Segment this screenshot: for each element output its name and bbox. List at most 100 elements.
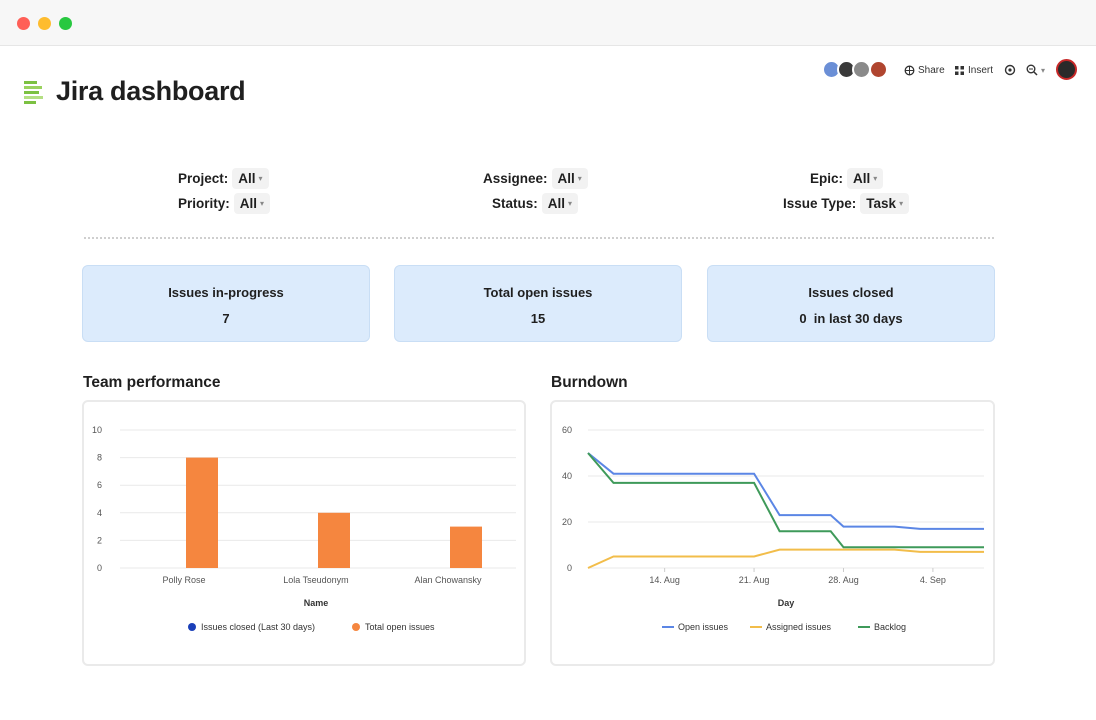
bar-total-open[interactable] bbox=[318, 512, 350, 568]
legend-item[interactable]: Backlog bbox=[858, 622, 906, 632]
insert-button[interactable]: Insert bbox=[954, 62, 993, 78]
burndown-chart-card: 0 20 40 60 14. Aug 21. Aug 28. Aug 4. Sep Day Ope… bbox=[550, 400, 995, 666]
filter-assignee: Assignee: All ▾ bbox=[483, 167, 588, 189]
x-axis-title: Name bbox=[304, 598, 329, 608]
x-tick-label: Lola Tseudonym bbox=[283, 575, 348, 585]
legend-item[interactable]: Total open issues bbox=[352, 622, 435, 632]
series-line[interactable] bbox=[587, 548, 984, 569]
document-lines-icon bbox=[24, 81, 43, 104]
y-tick-label: 40 bbox=[562, 471, 572, 481]
burndown-title: Burndown bbox=[551, 374, 628, 391]
filter-value: Task bbox=[866, 195, 897, 211]
issue-type-select[interactable]: Task ▾ bbox=[860, 192, 910, 214]
user-avatar[interactable] bbox=[1056, 59, 1077, 80]
x-tick-label: 14. Aug bbox=[649, 575, 680, 585]
status-select[interactable]: All ▾ bbox=[541, 192, 579, 214]
stat-label: Total open issues bbox=[483, 285, 593, 300]
gear-icon bbox=[1004, 64, 1016, 76]
legend-label: Open issues bbox=[678, 622, 729, 632]
filter-value: All bbox=[557, 170, 575, 186]
globe-share-icon bbox=[904, 65, 915, 75]
filter-value: All bbox=[853, 170, 871, 186]
filter-value: All bbox=[239, 195, 258, 211]
zoom-menu-button[interactable]: ▾ bbox=[1026, 62, 1045, 78]
y-tick-label: 10 bbox=[92, 425, 102, 435]
filter-status: Status: All ▾ bbox=[492, 192, 579, 214]
filter-value: All bbox=[238, 170, 256, 186]
legend-swatch bbox=[188, 623, 196, 631]
y-tick-label: 60 bbox=[562, 425, 572, 435]
chevron-down-icon: ▾ bbox=[1041, 65, 1046, 75]
zoom-icon bbox=[1026, 64, 1038, 76]
series-line[interactable] bbox=[587, 452, 984, 549]
settings-button[interactable] bbox=[1004, 62, 1016, 78]
legend-item[interactable]: Open issues bbox=[662, 622, 729, 632]
filter-label: Issue Type: bbox=[783, 195, 857, 211]
x-tick-label: Alan Chowansky bbox=[414, 575, 482, 585]
chevron-down-icon: ▾ bbox=[258, 173, 263, 183]
legend-item[interactable]: Issues closed (Last 30 days) bbox=[188, 622, 315, 632]
y-tick-label: 0 bbox=[567, 563, 572, 573]
y-tick-label: 6 bbox=[97, 480, 102, 490]
legend-swatch bbox=[352, 623, 360, 631]
epic-select[interactable]: All ▾ bbox=[847, 167, 884, 189]
stat-value: 0 in last 30 days bbox=[799, 311, 903, 326]
avatar[interactable] bbox=[869, 60, 888, 79]
filter-issue-type: Issue Type: Task ▾ bbox=[783, 192, 910, 214]
project-select[interactable]: All ▾ bbox=[232, 167, 269, 189]
y-tick-label: 8 bbox=[97, 453, 102, 463]
share-button[interactable]: Share bbox=[904, 62, 945, 78]
team-performance-chart: 0 2 4 6 8 10 Polly Rose Lola Tseudonym Alan Chow… bbox=[92, 425, 516, 632]
filter-label: Status: bbox=[492, 195, 538, 211]
stat-value: 7 bbox=[222, 311, 230, 326]
filter-value: All bbox=[547, 195, 566, 211]
legend-label: Total open issues bbox=[365, 622, 435, 632]
maximize-window-button[interactable] bbox=[59, 17, 72, 30]
stat-card-issues-closed: Issues closed 0 in last 30 days bbox=[707, 265, 995, 342]
close-window-button[interactable] bbox=[17, 17, 30, 30]
filter-project: Project: All ▾ bbox=[178, 167, 269, 189]
minimize-window-button[interactable] bbox=[38, 17, 51, 30]
burndown-chart: 0 20 40 60 14. Aug 21. Aug 28. Aug 4. Sep Day Ope… bbox=[562, 425, 984, 632]
filter-label: Project: bbox=[178, 170, 229, 186]
stat-label: Issues in-progress bbox=[168, 285, 284, 300]
chevron-down-icon: ▾ bbox=[577, 173, 582, 183]
filter-label: Epic: bbox=[810, 170, 844, 186]
priority-select[interactable]: All ▾ bbox=[233, 192, 271, 214]
chevron-down-icon: ▾ bbox=[260, 198, 265, 208]
team-performance-title: Team performance bbox=[83, 374, 221, 391]
grid-insert-icon bbox=[955, 65, 964, 75]
y-tick-label: 0 bbox=[97, 563, 102, 573]
x-tick-label: 4. Sep bbox=[920, 575, 946, 585]
assignee-select[interactable]: All ▾ bbox=[551, 167, 588, 189]
x-axis-title: Day bbox=[778, 598, 795, 608]
y-tick-label: 2 bbox=[97, 535, 102, 545]
section-divider bbox=[84, 237, 994, 241]
bar-total-open[interactable] bbox=[450, 526, 482, 568]
series-line[interactable] bbox=[587, 452, 984, 530]
x-tick-label: Polly Rose bbox=[162, 575, 205, 585]
legend-label: Issues closed (Last 30 days) bbox=[201, 622, 315, 632]
collaborators-avatars[interactable] bbox=[822, 60, 892, 80]
legend-label: Backlog bbox=[874, 622, 906, 632]
share-label: Share bbox=[918, 64, 945, 76]
legend-item[interactable]: Assigned issues bbox=[750, 622, 832, 632]
stat-card-total-open: Total open issues 15 bbox=[394, 265, 682, 342]
filter-label: Priority: bbox=[178, 195, 230, 211]
legend-label: Assigned issues bbox=[766, 622, 832, 632]
x-tick-label: 28. Aug bbox=[828, 575, 859, 585]
filter-epic: Epic: All ▾ bbox=[810, 167, 884, 189]
chevron-down-icon: ▾ bbox=[899, 198, 904, 208]
insert-label: Insert bbox=[968, 64, 994, 76]
bar-total-open[interactable] bbox=[186, 457, 218, 568]
chevron-down-icon: ▾ bbox=[568, 198, 573, 208]
chevron-down-icon: ▾ bbox=[873, 173, 878, 183]
filter-label: Assignee: bbox=[483, 170, 548, 186]
stat-label: Issues closed bbox=[808, 285, 894, 300]
y-tick-label: 20 bbox=[562, 517, 572, 527]
page-title: Jira dashboard bbox=[56, 76, 246, 106]
stat-value: 15 bbox=[530, 311, 546, 326]
stat-card-in-progress: Issues in-progress 7 bbox=[82, 265, 370, 342]
window-titlebar bbox=[0, 0, 1096, 46]
team-performance-chart-card: 0 2 4 6 8 10 Polly Rose Lola Tseudonym Alan Chow… bbox=[82, 400, 526, 666]
